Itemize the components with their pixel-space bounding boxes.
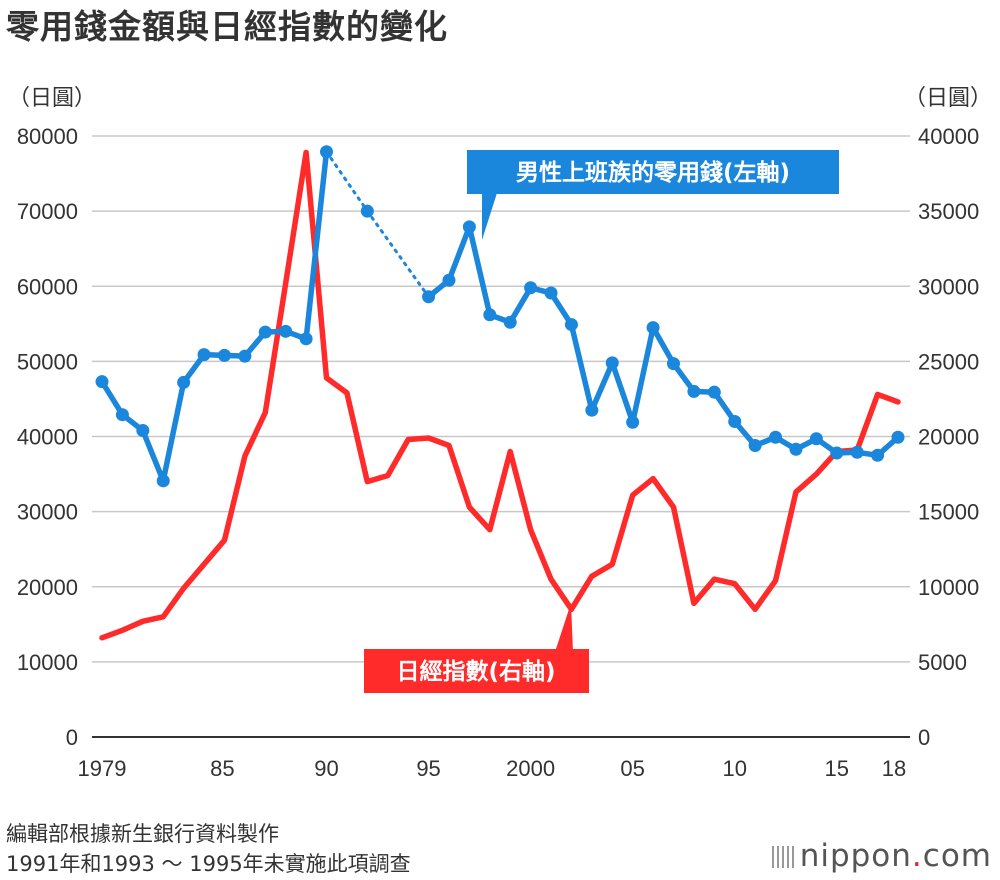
allowance-point (585, 403, 599, 417)
left-tick-label: 40000 (17, 425, 78, 450)
left-tick-label: 50000 (17, 349, 78, 374)
allowance-point (605, 356, 619, 370)
allowance-point (422, 290, 436, 304)
allowance-point (789, 442, 803, 456)
left-tick-label: 10000 (17, 650, 78, 675)
allowance-point (871, 448, 885, 462)
x-tick-label: 05 (620, 756, 644, 781)
allowance-point (462, 220, 476, 234)
allowance-point (707, 385, 721, 399)
right-axis-unit: （日圓） (903, 86, 992, 111)
allowance-point (626, 415, 640, 429)
x-tick-label: 15 (825, 756, 849, 781)
nippon-logo: nippon.com (771, 838, 992, 874)
legend-nikkei-box (364, 649, 589, 693)
x-tick-label: 1979 (78, 756, 127, 781)
allowance-point (544, 286, 558, 300)
right-tick-label: 25000 (918, 349, 979, 374)
x-tick-label: 10 (722, 756, 746, 781)
allowance-point (136, 423, 150, 437)
allowance-series (95, 145, 905, 488)
allowance-point (483, 308, 497, 322)
allowance-gap-line (325, 150, 369, 213)
allowance-point (177, 375, 191, 389)
x-tick-label: 95 (416, 756, 440, 781)
left-tick-label: 30000 (17, 500, 78, 525)
allowance-point (850, 445, 864, 459)
right-tick-label: 10000 (918, 575, 979, 600)
left-axis-unit: （日圓） (8, 86, 97, 111)
allowance-point (687, 384, 701, 398)
allowance-point (830, 446, 844, 460)
allowance-point (564, 318, 578, 332)
allowance-point (769, 430, 783, 444)
right-tick-label: 35000 (918, 199, 979, 224)
allowance-point (115, 408, 129, 422)
right-tick-label: 20000 (918, 425, 979, 450)
allowance-point (728, 414, 742, 428)
allowance-point (299, 332, 313, 346)
allowance-line (425, 224, 901, 459)
allowance-point (503, 315, 517, 329)
allowance-point (320, 145, 334, 159)
chart-title: 零用錢金額與日經指數的變化 (6, 7, 448, 46)
x-tick-label: 18 (882, 756, 906, 781)
legend-allowance-pointer (482, 193, 497, 240)
allowance-point (156, 474, 170, 488)
right-axis-ticks: 0 5000 10000 15000 20000 25000 30000 35000 40000 (918, 124, 979, 750)
allowance-point (891, 430, 905, 444)
legend-allowance: 男性上班族的零用錢(左軸) (467, 150, 839, 240)
legend-allowance-box (467, 150, 839, 194)
allowance-point (217, 348, 231, 362)
nikkei-series (99, 149, 901, 641)
allowance-point (197, 348, 211, 362)
right-tick-label: 15000 (918, 500, 979, 525)
allowance-point (279, 324, 293, 338)
allowance-point (238, 349, 252, 363)
right-tick-label: 0 (918, 725, 930, 750)
legend-nikkei: 日經指數(右軸) (364, 603, 589, 693)
allowance-point (646, 321, 660, 335)
right-tick-label: 5000 (918, 650, 967, 675)
legend-nikkei-label: 日經指數(右軸) (396, 658, 555, 685)
left-tick-label: 70000 (17, 199, 78, 224)
right-tick-label: 40000 (918, 124, 979, 149)
left-axis-ticks: 0 10000 20000 30000 40000 50000 60000 70000 8000… (17, 124, 78, 750)
legend-nikkei-pointer (555, 603, 573, 652)
allowance-point (95, 375, 109, 389)
right-tick-label: 30000 (918, 274, 979, 299)
allowance-gap-line (365, 209, 431, 299)
x-axis-ticks: 1979 85 90 95 2000 05 10 15 18 (78, 756, 907, 781)
left-tick-label: 60000 (17, 274, 78, 299)
logo-bars-icon (771, 846, 794, 868)
allowance-point (809, 432, 823, 446)
x-tick-label: 90 (314, 756, 338, 781)
allowance-point (524, 281, 538, 295)
nikkei-line (99, 149, 901, 641)
missing-years-note: 1991年和1993 ～ 1995年未實施此項調查 (6, 852, 411, 876)
x-tick-label: 2000 (506, 756, 555, 781)
x-tick-label: 85 (210, 756, 234, 781)
source-note: 編輯部根據新生銀行資料製作 (6, 822, 279, 846)
allowance-point (442, 273, 456, 287)
legend-allowance-label: 男性上班族的零用錢(左軸) (516, 159, 790, 186)
gridlines (92, 135, 910, 738)
left-tick-label: 20000 (17, 575, 78, 600)
left-tick-label: 80000 (17, 124, 78, 149)
allowance-point (360, 204, 374, 218)
allowance-point (666, 357, 680, 371)
allowance-point (748, 439, 762, 453)
allowance-line (99, 149, 330, 484)
allowance-point (258, 325, 272, 339)
left-tick-label: 0 (66, 725, 78, 750)
